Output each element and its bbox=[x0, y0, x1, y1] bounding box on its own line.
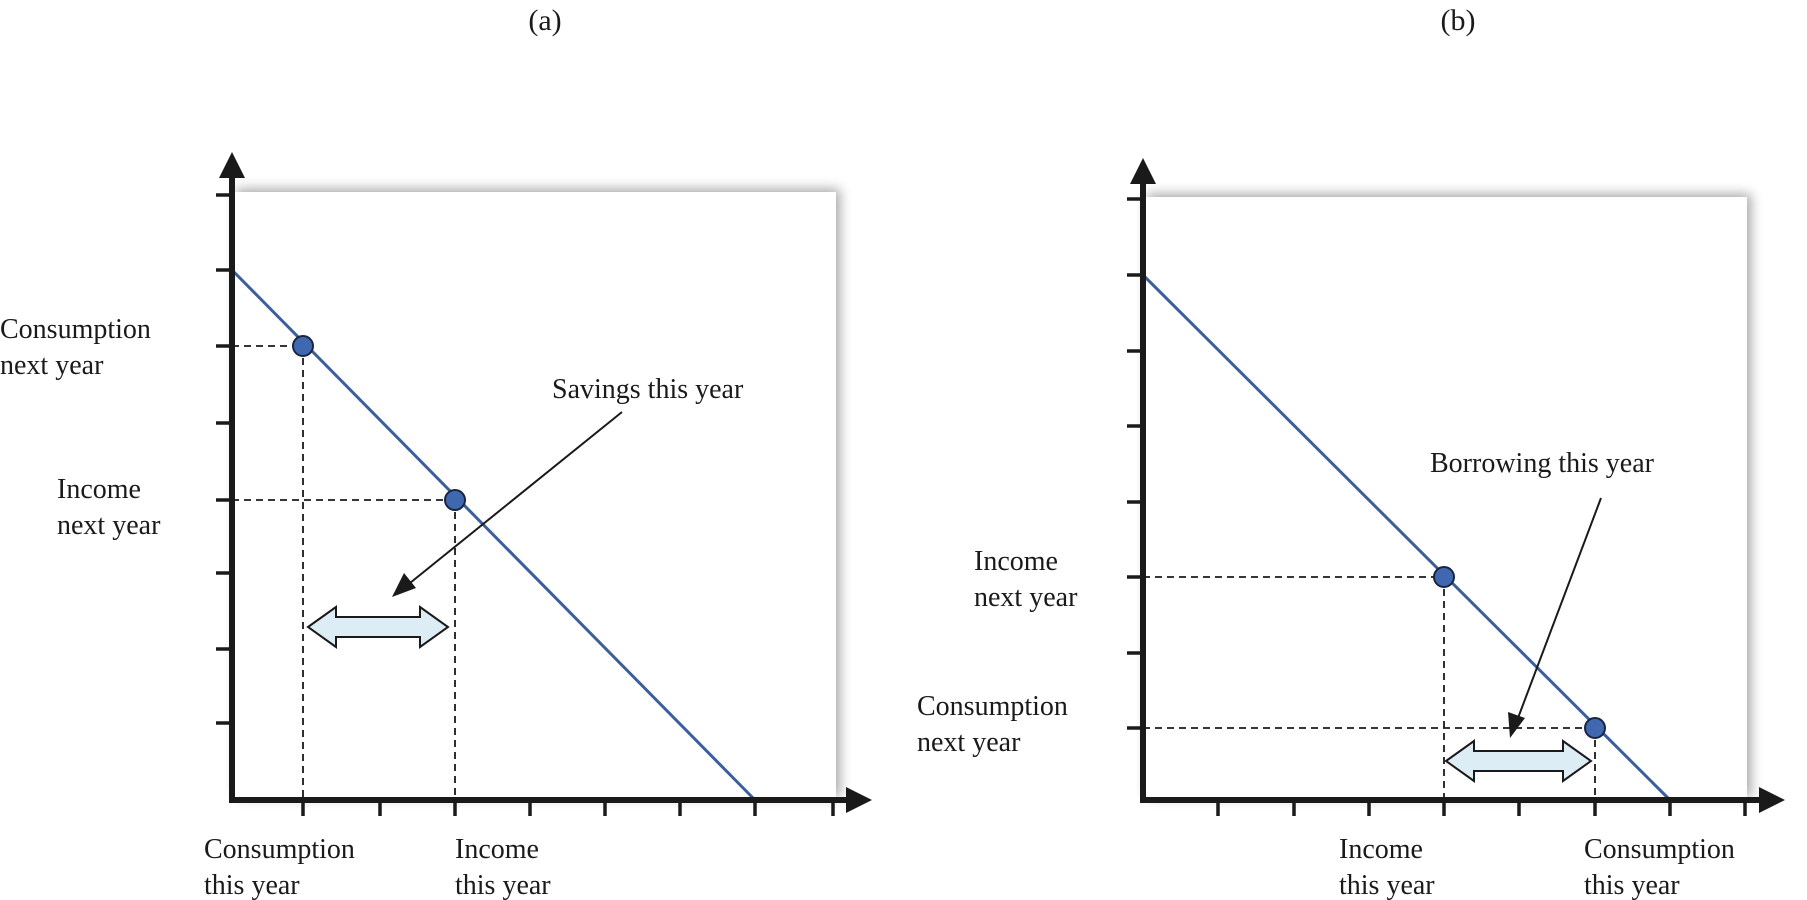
panel-a-budget-line bbox=[230, 268, 757, 802]
panel-b-budget-line bbox=[1141, 273, 1672, 802]
panel-b-ylabel-consumption-next-year-line1: Consumption bbox=[917, 691, 1068, 722]
panel-b-xlabel-consumption-this-year-line1: Consumption bbox=[1584, 834, 1735, 865]
panel-b-ylabel-income-next-year-line1: Income bbox=[974, 546, 1058, 577]
panel-a-ylabel-income-next-year: Income next year bbox=[57, 474, 161, 541]
panel-a-plot-area bbox=[232, 192, 836, 800]
panel-a-xlabel-consumption-this-year-line2: this year bbox=[204, 870, 300, 900]
panel-a-savings-pointer bbox=[409, 411, 623, 584]
panel-a: (a) bbox=[0, 4, 872, 900]
panel-a-savings-pointer-head bbox=[392, 573, 416, 597]
panel-a-savings-double-arrow bbox=[306, 605, 450, 649]
panel-b-ylabel-consumption-next-year: Consumption next year bbox=[917, 691, 1075, 758]
panel-b-income-point bbox=[1433, 566, 1455, 588]
panel-a-x-axis-arrowhead bbox=[846, 787, 872, 813]
panel-a-xlabel-income-this-year-line2: this year bbox=[455, 870, 551, 900]
panel-b-xlabel-consumption-this-year-line2: this year bbox=[1584, 870, 1680, 900]
panel-b-borrowing-pointer bbox=[1517, 497, 1602, 719]
panel-a-ylabel-consumption-next-year: Consumption next year bbox=[0, 314, 158, 381]
panel-a-x-ticks bbox=[301, 800, 835, 816]
panel-b-borrowing-double-arrow bbox=[1444, 739, 1593, 783]
panel-b-ylabel-income-next-year-line2: next year bbox=[974, 582, 1078, 613]
panel-a-y-axis-arrowhead bbox=[219, 152, 245, 178]
panel-b: (b) bbox=[917, 4, 1785, 900]
panel-b-x-ticks bbox=[1216, 800, 1747, 816]
panel-a-ylabel-income-next-year-line1: Income bbox=[57, 474, 141, 505]
panel-b-y-axis-arrowhead bbox=[1130, 158, 1156, 184]
panel-b-xlabel-consumption-this-year: Consumption this year bbox=[1584, 834, 1742, 900]
panel-b-borrowing-label: Borrowing this year bbox=[1430, 448, 1655, 479]
panel-a-savings-label: Savings this year bbox=[552, 374, 744, 405]
panel-a-title: (a) bbox=[528, 4, 561, 37]
panel-a-xlabel-consumption-this-year: Consumption this year bbox=[204, 834, 362, 900]
panel-b-ylabel-consumption-next-year-line2: next year bbox=[917, 727, 1021, 758]
panel-b-consumption-point bbox=[1584, 717, 1606, 739]
panel-a-y-ticks bbox=[216, 193, 232, 725]
panel-b-ylabel-income-next-year: Income next year bbox=[974, 546, 1078, 613]
panel-a-xlabel-income-this-year: Income this year bbox=[455, 834, 551, 900]
panel-a-xlabel-income-this-year-line1: Income bbox=[455, 834, 539, 865]
panel-b-borrowing-pointer-head bbox=[1508, 712, 1525, 738]
panel-b-plot-area bbox=[1143, 197, 1747, 800]
panel-a-ylabel-consumption-next-year-line2: next year bbox=[0, 350, 104, 381]
panel-a-income-point bbox=[444, 489, 466, 511]
panel-b-xlabel-income-this-year: Income this year bbox=[1339, 834, 1435, 900]
panel-b-xlabel-income-this-year-line2: this year bbox=[1339, 870, 1435, 900]
panel-a-ylabel-consumption-next-year-line1: Consumption bbox=[0, 314, 151, 345]
panel-b-title: (b) bbox=[1441, 4, 1476, 37]
panel-b-y-ticks bbox=[1127, 197, 1143, 730]
panel-a-xlabel-consumption-this-year-line1: Consumption bbox=[204, 834, 355, 865]
panel-a-consumption-point bbox=[292, 335, 314, 357]
panel-a-ylabel-income-next-year-line2: next year bbox=[57, 510, 161, 541]
panel-b-xlabel-income-this-year-line1: Income bbox=[1339, 834, 1423, 865]
panel-b-x-axis-arrowhead bbox=[1759, 787, 1785, 813]
